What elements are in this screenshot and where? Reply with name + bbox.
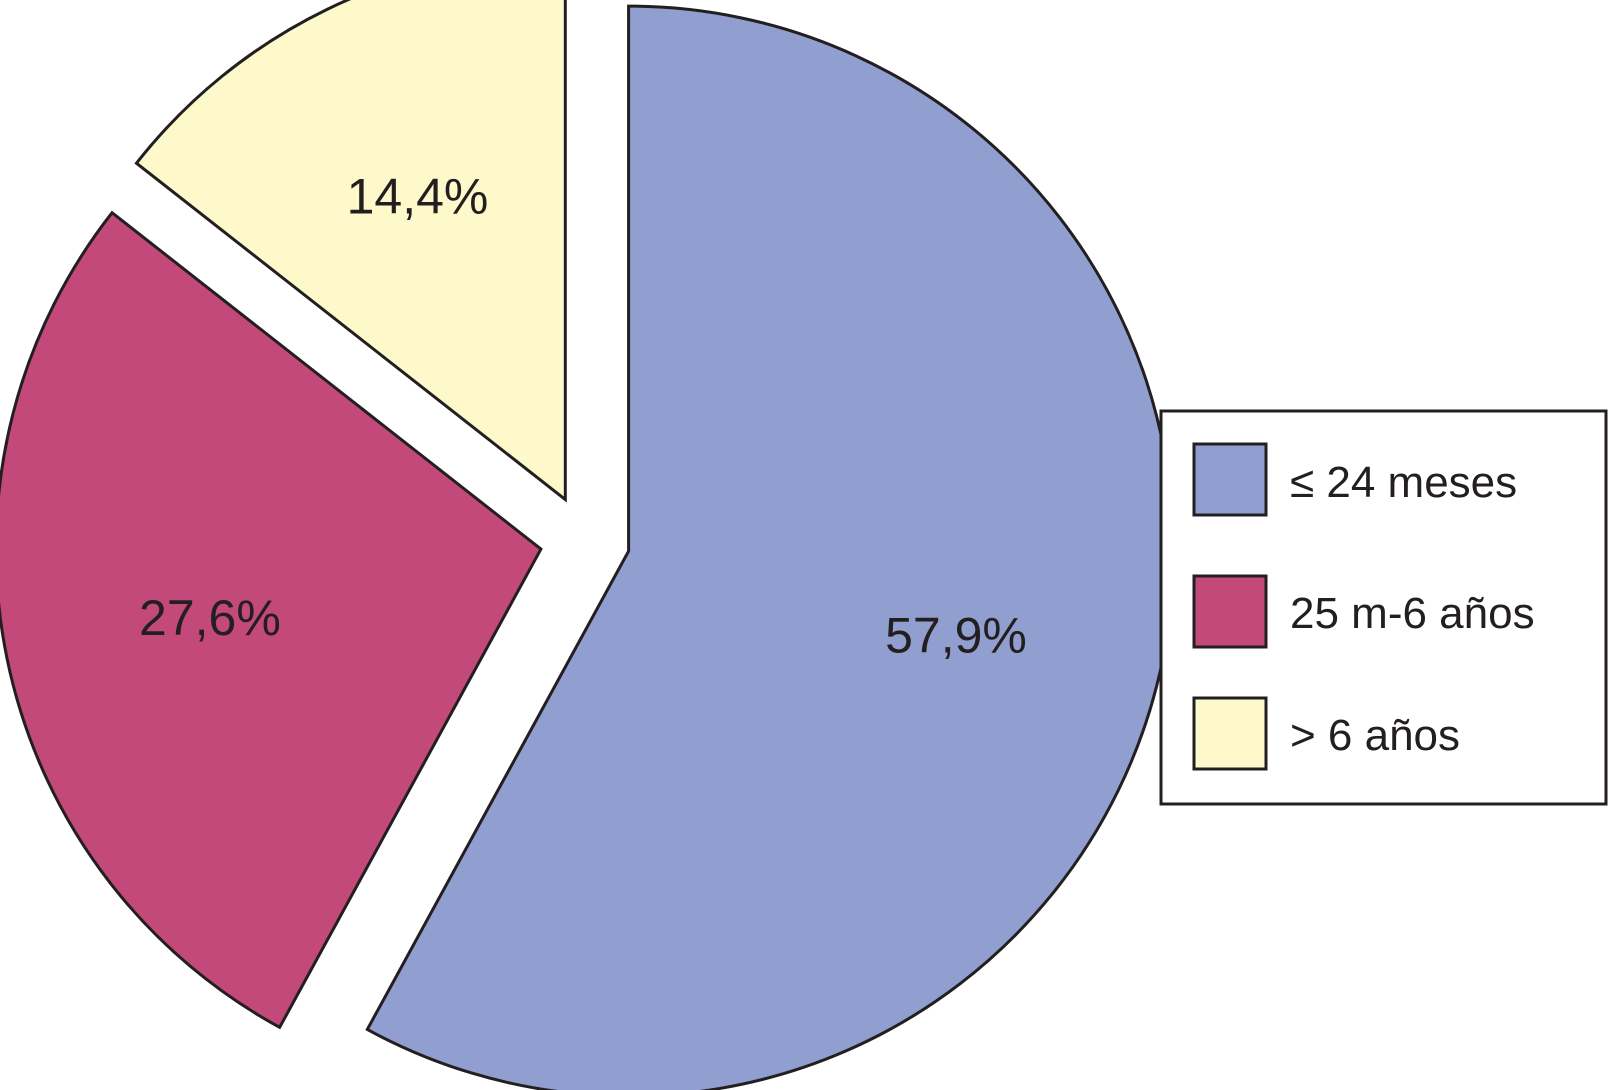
pie-data-label-2: 14,4% [347,169,489,225]
legend-swatch-2 [1192,696,1268,771]
pie-data-labels: 57,9% 27,6% 14,4% [139,169,1027,664]
pie-slices [0,0,1176,1090]
pie-slice-0 [365,4,1176,1090]
legend: ≤ 24 meses 25 m-6 años > 6 años [1159,409,1608,806]
pie-data-label-1: 27,6% [139,590,281,646]
legend-swatch-1 [1192,574,1268,649]
legend-label-2: > 6 años [1290,711,1460,760]
legend-swatch-0 [1192,442,1268,517]
pie-slice-1 [0,210,543,1030]
pie-data-label-0: 57,9% [885,608,1027,664]
legend-label-0: ≤ 24 meses [1290,458,1517,507]
pie-slice-2 [134,0,567,503]
legend-label-1: 25 m-6 años [1290,589,1535,638]
